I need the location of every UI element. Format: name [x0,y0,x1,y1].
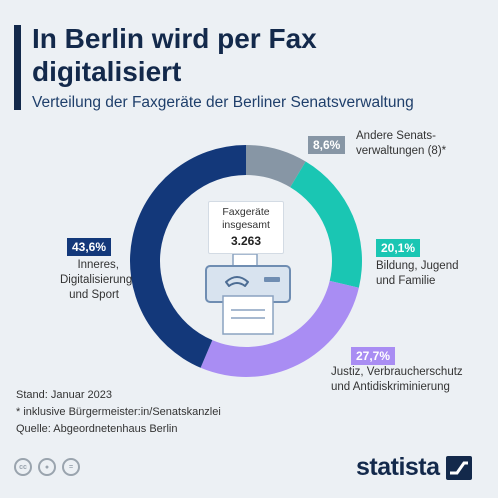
footer-notes: Stand: Januar 2023 * inklusive Bürgermei… [16,387,221,438]
footer-stand: Stand: Januar 2023 [16,389,113,401]
chart-title: In Berlin wird per Fax digitalisiert [32,23,317,87]
slice-label-andere: Andere Senats- verwaltungen (8)* [356,130,447,157]
total-value: 3.263 [230,234,262,248]
no-derivatives-icon[interactable]: = [62,458,80,476]
statista-logo[interactable]: statista [356,453,472,482]
slice-bildung [290,161,362,288]
slice-justiz [200,280,359,377]
slice-inneres [129,145,246,368]
title-accent-bar [14,25,21,110]
slice-label-bildung: Bildung, Jugend und Familie [376,260,459,287]
license-icons: cc ● = [14,458,80,476]
footer-source: Quelle: Abgeordnetenhaus Berlin [16,423,178,435]
slice-andere [246,145,306,188]
fax-machine-icon [205,253,291,335]
pct-badge-andere: 8,6% [308,136,346,154]
chart-subtitle: Verteilung der Faxgeräte der Berliner Se… [32,94,414,111]
brand-name: statista [356,453,440,481]
statista-brand-icon [445,455,472,480]
total-callout: Faxgeräte insgesamt 3.263 [208,201,284,254]
creative-commons-icon[interactable]: cc [14,458,32,476]
pct-badge-bildung: 20,1% [376,239,421,257]
slice-label-inneres: Inneres, Digitalisierung und Sport [60,259,133,301]
footer-note: * inklusive Bürgermeister:in/Senatskanzl… [16,406,221,418]
attribution-icon[interactable]: ● [38,458,56,476]
total-label-line1: Faxgeräte [222,206,270,218]
slice-label-justiz: Justiz, Verbraucherschutz und Antidiskri… [331,366,463,393]
pct-badge-inneres: 43,6% [67,238,112,256]
total-label-line2: insgesamt [222,219,270,231]
pct-badge-justiz: 27,7% [351,347,396,365]
